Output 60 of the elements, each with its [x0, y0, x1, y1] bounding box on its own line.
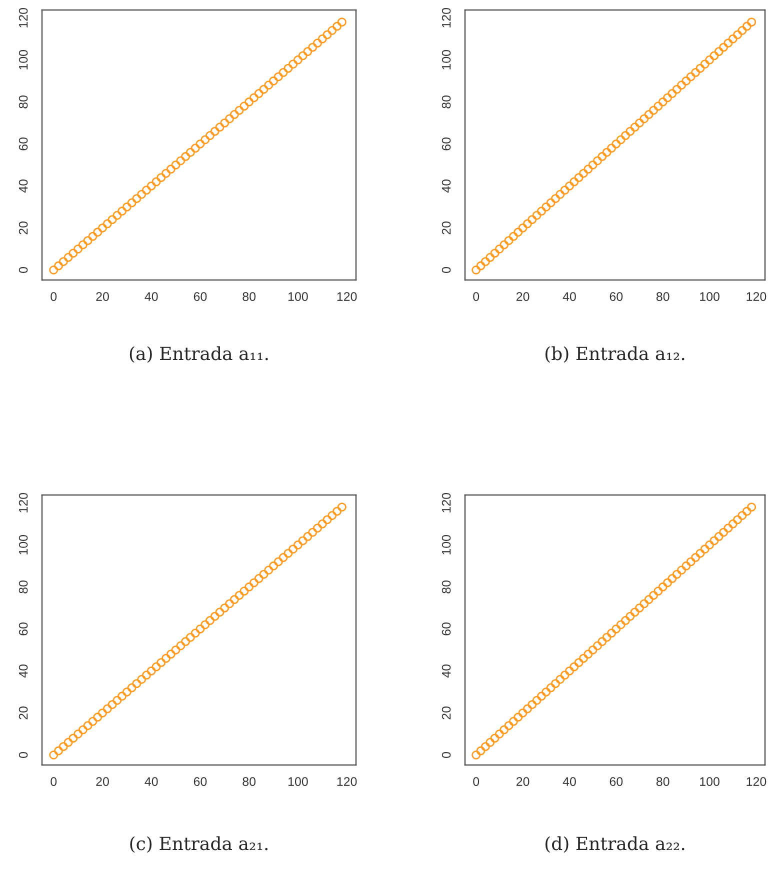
- x-tick-label: 0: [473, 292, 480, 301]
- y-tick-label: 60: [442, 137, 451, 150]
- y-tick-label: 100: [442, 50, 451, 70]
- y-tick-label: 120: [18, 492, 28, 512]
- text: (c) Entrada a₂₁.: [130, 836, 268, 853]
- y-tick-label: 0: [442, 267, 451, 273]
- x-tick-label: 120: [337, 777, 357, 786]
- y-tick-label: 80: [18, 95, 28, 108]
- x-tick-label: 0: [473, 777, 480, 786]
- x-tick-label: 100: [288, 292, 308, 301]
- y-tick-label: 40: [18, 180, 28, 193]
- x-tick-label: 40: [144, 292, 158, 301]
- x-tick-label: 60: [194, 292, 207, 301]
- y-tick-label: 120: [442, 492, 451, 512]
- x-tick-label: 80: [656, 777, 670, 786]
- y-tick-label: 80: [442, 580, 451, 594]
- x-tick-label: 20: [96, 292, 109, 301]
- y-tick-label: 100: [18, 534, 28, 554]
- x-tick-label: 80: [242, 292, 256, 301]
- x-tick-label: 100: [288, 777, 308, 786]
- y-tick-label: 0: [18, 752, 28, 758]
- text: (d) Entrada a₂₂.: [545, 836, 684, 853]
- y-tick-label: 0: [442, 752, 451, 758]
- x-tick-label: 20: [516, 292, 530, 301]
- y-tick-label: 120: [18, 8, 28, 28]
- x-tick-label: 80: [656, 292, 670, 301]
- x-tick-label: 80: [242, 777, 256, 786]
- x-tick-label: 60: [610, 292, 623, 301]
- y-tick-label: 60: [442, 622, 451, 636]
- y-tick-label: 60: [18, 137, 28, 150]
- x-tick-label: 20: [96, 777, 109, 786]
- x-tick-label: 0: [50, 777, 57, 786]
- x-tick-label: 60: [194, 777, 207, 786]
- y-tick-label: 80: [442, 95, 451, 108]
- x-tick-label: 120: [337, 292, 357, 301]
- x-tick-label: 100: [700, 777, 720, 786]
- y-tick-label: 80: [18, 580, 28, 594]
- x-tick-label: 120: [746, 292, 766, 301]
- x-tick-label: 60: [610, 777, 623, 786]
- y-tick-label: 40: [18, 664, 28, 678]
- y-tick-label: 20: [18, 222, 28, 234]
- y-tick-label: 60: [18, 622, 28, 636]
- x-tick-label: 100: [700, 292, 720, 301]
- y-tick-label: 20: [442, 222, 451, 234]
- x-tick-label: 40: [144, 777, 158, 786]
- text: (a) Entrada a₁₁.: [130, 346, 268, 363]
- text: (b) Entrada a₁₂.: [545, 346, 684, 363]
- x-tick-label: 40: [562, 777, 576, 786]
- x-tick-label: 0: [50, 292, 57, 301]
- y-tick-label: 100: [442, 534, 451, 554]
- y-tick-label: 20: [442, 706, 451, 720]
- y-tick-label: 120: [442, 8, 451, 28]
- y-tick-label: 100: [18, 50, 28, 70]
- x-tick-label: 20: [516, 777, 530, 786]
- y-tick-label: 0: [18, 267, 28, 273]
- y-tick-label: 40: [442, 180, 451, 193]
- x-tick-label: 120: [746, 777, 766, 786]
- y-tick-label: 40: [442, 664, 451, 678]
- x-tick-label: 40: [562, 292, 576, 301]
- y-tick-label: 20: [18, 706, 28, 720]
